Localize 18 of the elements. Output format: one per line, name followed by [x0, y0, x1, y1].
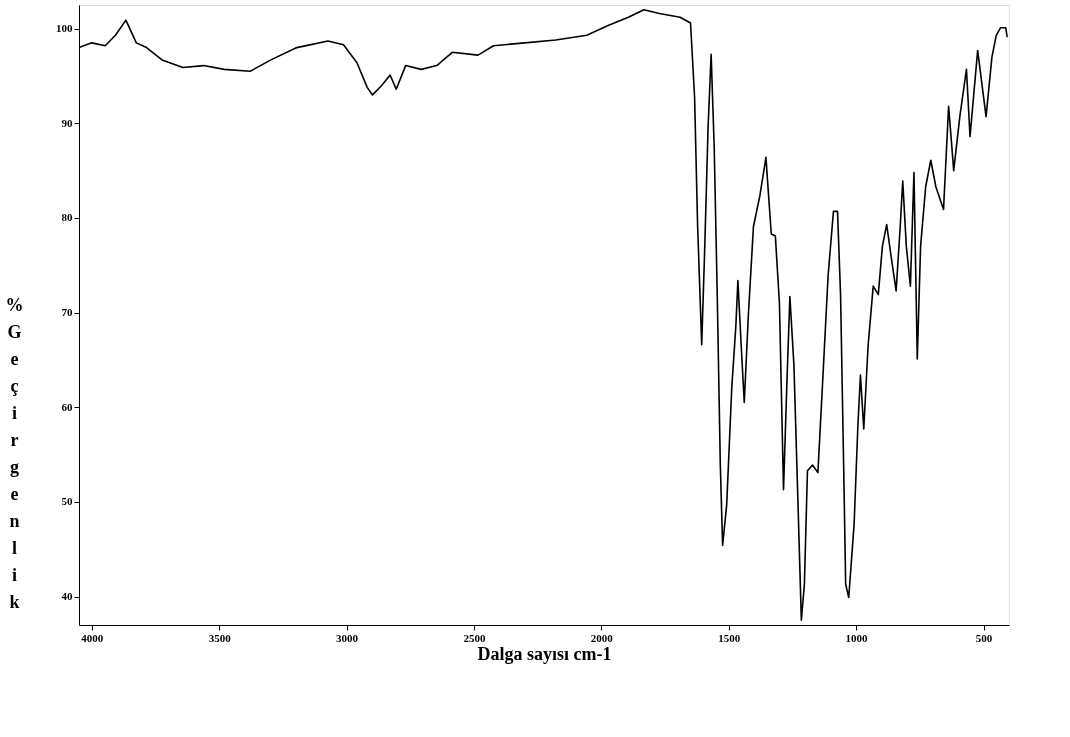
y-tick-label: 70 [61, 306, 73, 319]
x-tick-label: 500 [975, 631, 993, 644]
text: % Geçirgenlik [5, 294, 24, 612]
y-tick-label: 100 [56, 22, 73, 35]
x-axis-title: Dalga sayısı cm-1 [477, 643, 612, 664]
x-tick-label: 1000 [845, 631, 869, 644]
y-tick-label: 40 [61, 590, 73, 603]
y-tick-label: 50 [61, 495, 73, 508]
x-tick-label: 2500 [463, 631, 486, 644]
y-tick-label: 90 [61, 116, 73, 129]
x-tick-label: 1500 [718, 631, 741, 644]
y-tick-label: 80 [61, 211, 73, 224]
x-tick-label: 4000 [81, 631, 104, 644]
line-series [79, 8, 1009, 622]
x-tick-label: 3500 [208, 631, 232, 644]
x-tick-label: 3000 [336, 631, 359, 644]
y-tick-label: 60 [61, 400, 73, 413]
x-tick-label: 2000 [590, 631, 614, 644]
